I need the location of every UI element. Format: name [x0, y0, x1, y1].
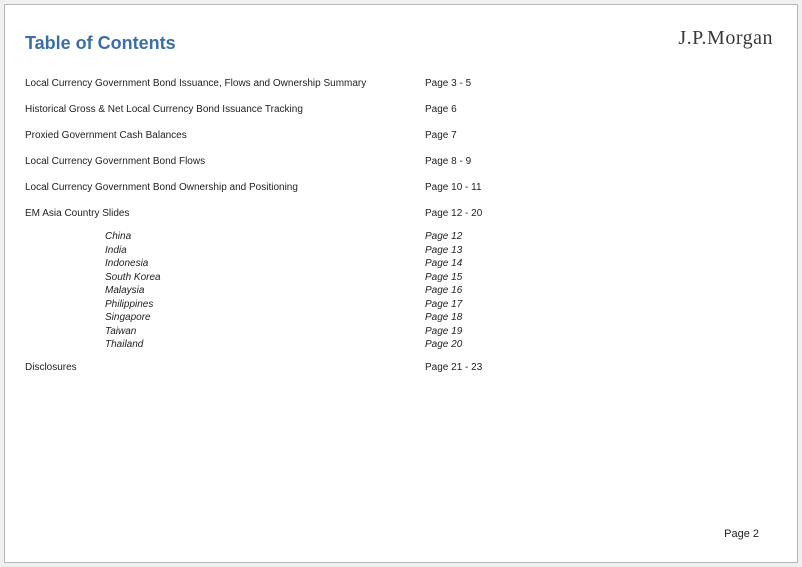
toc-label: EM Asia Country Slides [25, 208, 425, 220]
sub-page: Page 14 [425, 257, 462, 271]
sub-page: Page 18 [425, 311, 462, 325]
toc-page: Page 21 - 23 [425, 362, 482, 374]
page-title: Table of Contents [25, 33, 777, 54]
sub-label: South Korea [25, 271, 425, 285]
sub-page: Page 16 [425, 284, 462, 298]
toc-row: Local Currency Government Bond Ownership… [25, 182, 777, 194]
toc-page: Page 12 - 20 [425, 208, 482, 220]
sub-row: Singapore Page 18 [25, 311, 777, 325]
toc-row: Disclosures Page 21 - 23 [25, 362, 777, 374]
toc-list: Local Currency Government Bond Issuance,… [25, 78, 777, 374]
toc-row: EM Asia Country Slides Page 12 - 20 [25, 208, 777, 220]
toc-label: Historical Gross & Net Local Currency Bo… [25, 104, 425, 116]
sub-page: Page 17 [425, 298, 462, 312]
toc-page: Page 6 [425, 104, 457, 116]
toc-row: Local Currency Government Bond Issuance,… [25, 78, 777, 90]
toc-page: Page 8 - 9 [425, 156, 471, 168]
document-page: J.P.Morgan Table of Contents Local Curre… [4, 4, 798, 563]
sub-row: China Page 12 [25, 230, 777, 244]
toc-page: Page 10 - 11 [425, 182, 482, 194]
sub-page: Page 15 [425, 271, 462, 285]
toc-label: Local Currency Government Bond Issuance,… [25, 78, 425, 90]
toc-row: Local Currency Government Bond Flows Pag… [25, 156, 777, 168]
sub-page: Page 12 [425, 230, 462, 244]
sub-label: Philippines [25, 298, 425, 312]
sub-row: Indonesia Page 14 [25, 257, 777, 271]
sub-label: Taiwan [25, 325, 425, 339]
sub-page: Page 19 [425, 325, 462, 339]
toc-label: Disclosures [25, 362, 425, 374]
sub-page: Page 13 [425, 244, 462, 258]
toc-label: Local Currency Government Bond Ownership… [25, 182, 425, 194]
sub-row: India Page 13 [25, 244, 777, 258]
sub-row: Thailand Page 20 [25, 338, 777, 352]
sub-label: Malaysia [25, 284, 425, 298]
toc-row: Proxied Government Cash Balances Page 7 [25, 130, 777, 142]
sub-row: South Korea Page 15 [25, 271, 777, 285]
sub-label: Singapore [25, 311, 425, 325]
page-number: Page 2 [724, 528, 759, 540]
toc-page: Page 7 [425, 130, 457, 142]
sub-page: Page 20 [425, 338, 462, 352]
sub-row: Taiwan Page 19 [25, 325, 777, 339]
sub-row: Malaysia Page 16 [25, 284, 777, 298]
country-sublist: China Page 12 India Page 13 Indonesia Pa… [25, 230, 777, 352]
sub-label: Thailand [25, 338, 425, 352]
sub-label: China [25, 230, 425, 244]
sub-label: India [25, 244, 425, 258]
toc-label: Local Currency Government Bond Flows [25, 156, 425, 168]
toc-label: Proxied Government Cash Balances [25, 130, 425, 142]
toc-page: Page 3 - 5 [425, 78, 471, 90]
toc-row: Historical Gross & Net Local Currency Bo… [25, 104, 777, 116]
brand-logo: J.P.Morgan [678, 27, 773, 50]
sub-label: Indonesia [25, 257, 425, 271]
sub-row: Philippines Page 17 [25, 298, 777, 312]
